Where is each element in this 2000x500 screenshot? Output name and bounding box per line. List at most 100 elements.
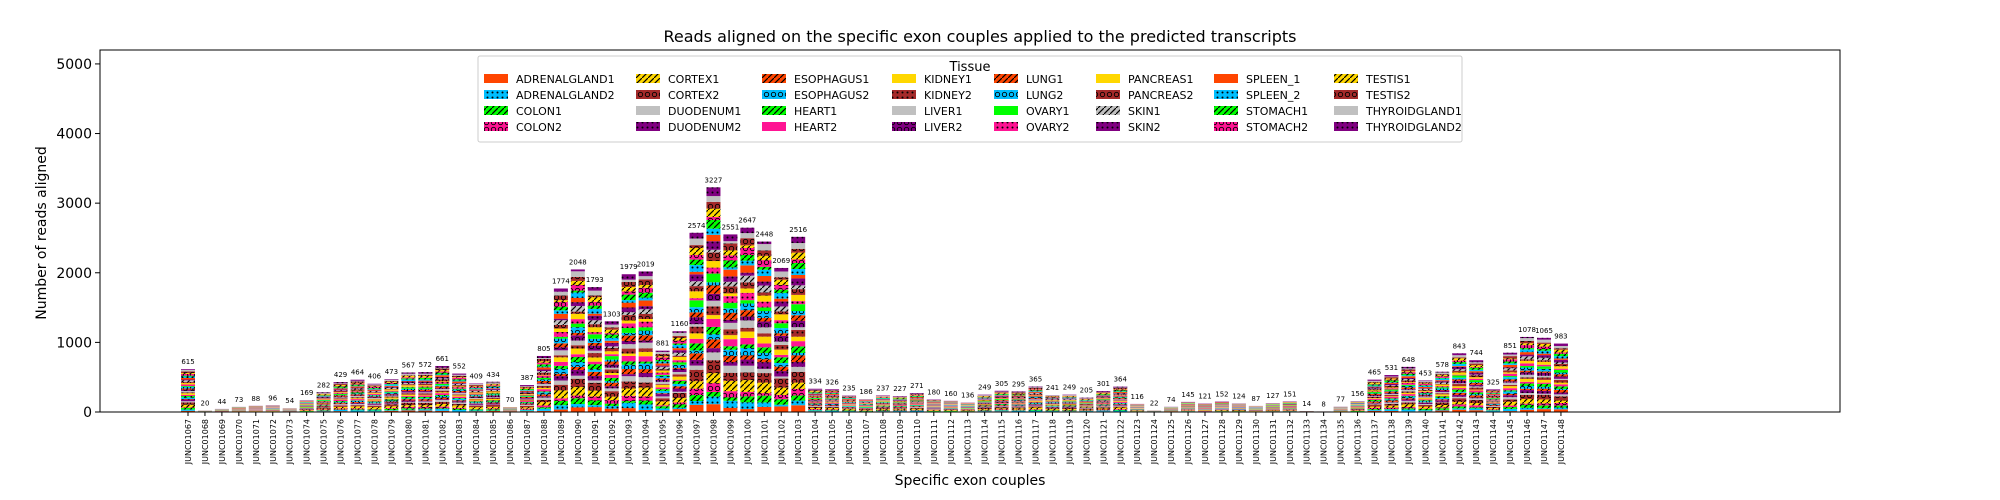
x-tick-label: JUNC01139	[1404, 419, 1413, 465]
bar-segment-hatch	[977, 409, 992, 410]
bar-segment-hatch	[774, 362, 789, 367]
bar-segment-hatch	[825, 410, 840, 411]
bar-segment-hatch	[333, 382, 348, 384]
bar-segment	[1384, 393, 1399, 395]
bar-value-label: 124	[1232, 392, 1246, 400]
bar-segment-hatch	[486, 388, 501, 390]
bar-segment	[401, 410, 416, 412]
bar-segment	[1553, 345, 1568, 349]
x-tick-label: JUNC01090	[574, 419, 583, 465]
bar-segment-hatch	[740, 372, 755, 381]
bar-segment	[333, 397, 348, 399]
bar-segment-hatch	[774, 357, 789, 363]
bar-segment	[740, 337, 755, 345]
bar-segment-hatch	[1503, 393, 1518, 396]
bar-segment-hatch	[418, 400, 433, 402]
bar-segment-hatch	[808, 406, 823, 408]
bar-segment	[757, 244, 772, 251]
bar-JUNC01124: 22	[1147, 399, 1162, 412]
bar-segment-hatch	[570, 345, 585, 349]
bar-value-label: 1065	[1535, 327, 1553, 335]
bar-segment-hatch	[655, 354, 670, 357]
bar-segment-hatch	[892, 409, 907, 411]
bar-segment-hatch	[774, 399, 789, 405]
bar-segment	[469, 400, 484, 402]
bar-segment	[994, 401, 1009, 403]
bar-segment-hatch	[638, 306, 653, 310]
bar-segment	[1469, 398, 1484, 401]
bar-segment-hatch	[1367, 391, 1382, 393]
bar-segment-hatch	[1079, 405, 1094, 406]
bar-segment-hatch	[604, 346, 619, 349]
x-tick-label: JUNC01142	[1455, 419, 1464, 465]
bar-segment-hatch	[435, 379, 450, 382]
bar-segment	[1435, 410, 1450, 412]
bar-segment-hatch	[1231, 410, 1246, 412]
bar-segment-hatch	[435, 378, 450, 380]
bar-segment-hatch	[740, 348, 755, 356]
bar-segment	[350, 398, 365, 400]
bar-segment	[553, 313, 568, 319]
bar-segment	[791, 304, 806, 312]
legend-entry-skin1: SKIN1	[1096, 105, 1161, 118]
bar-segment-hatch	[486, 383, 501, 385]
bar-segment-hatch	[520, 403, 534, 405]
legend-swatch-hatch	[762, 106, 786, 115]
y-tick-label: 4000	[56, 127, 92, 143]
bar-segment	[1011, 403, 1026, 405]
bar-JUNC01070: 73	[231, 396, 246, 412]
bar-segment-hatch	[994, 398, 1009, 399]
bar-JUNC01072: 96	[265, 394, 280, 412]
bar-segment-hatch	[1520, 348, 1535, 350]
bar-segment-hatch	[1418, 406, 1433, 409]
bar-segment-hatch	[1435, 383, 1450, 385]
bar-segment-hatch	[401, 396, 416, 399]
bar-segment-hatch	[1537, 343, 1551, 347]
legend-label: LUNG1	[1026, 73, 1063, 86]
bar-value-label: 744	[1470, 349, 1484, 357]
bar-segment-hatch	[469, 396, 484, 398]
bar-segment-hatch	[587, 287, 602, 291]
bar-segment-hatch	[1096, 396, 1111, 397]
bar-value-label: 271	[910, 382, 923, 390]
bar-segment	[384, 379, 399, 381]
bar-segment-hatch	[520, 385, 534, 387]
bar-segment-hatch	[723, 380, 738, 392]
bar-segment	[1553, 369, 1568, 373]
bar-segment-hatch	[536, 402, 551, 406]
bar-segment	[1503, 397, 1518, 400]
bar-segment-hatch	[706, 228, 721, 235]
bar-segment-hatch	[401, 378, 416, 380]
bar-JUNC01081: 572	[418, 361, 433, 412]
bar-segment-hatch	[1401, 373, 1416, 376]
bar-segment	[689, 404, 704, 412]
bar-segment-hatch	[316, 397, 331, 398]
bar-segment	[1113, 396, 1128, 398]
bar-segment-hatch	[994, 392, 1009, 394]
bar-segment-hatch	[1062, 410, 1077, 412]
bar-segment-hatch	[553, 306, 568, 311]
x-tick-label: JUNC01089	[557, 419, 566, 465]
x-tick-label: JUNC01126	[1184, 419, 1193, 465]
bar-segment-hatch	[1418, 401, 1433, 403]
bar-segment-hatch	[1520, 407, 1535, 410]
bar-value-label: 983	[1554, 333, 1567, 341]
bar-segment	[333, 383, 348, 384]
bar-segment-hatch	[994, 402, 1009, 403]
bar-segment-hatch	[1367, 396, 1382, 399]
bar-segment	[1011, 403, 1026, 404]
bar-segment	[655, 384, 670, 388]
legend-swatch-hatch	[636, 90, 660, 99]
bar-segment-hatch	[909, 409, 924, 411]
bar-value-label: 151	[1283, 390, 1296, 398]
bar-segment-hatch	[1181, 409, 1196, 411]
bar-segment-hatch	[1045, 410, 1060, 412]
bar-segment-hatch	[757, 292, 772, 296]
bar-segment-hatch	[486, 403, 501, 405]
bar-segment-hatch	[621, 335, 636, 341]
legend-label: THYROIDGLAND1	[1365, 105, 1462, 118]
bar-segment-hatch	[689, 317, 704, 325]
bar-value-label: 2448	[755, 231, 773, 239]
legend-swatch-hatch	[1334, 122, 1358, 131]
bar-segment-hatch	[1537, 350, 1551, 354]
